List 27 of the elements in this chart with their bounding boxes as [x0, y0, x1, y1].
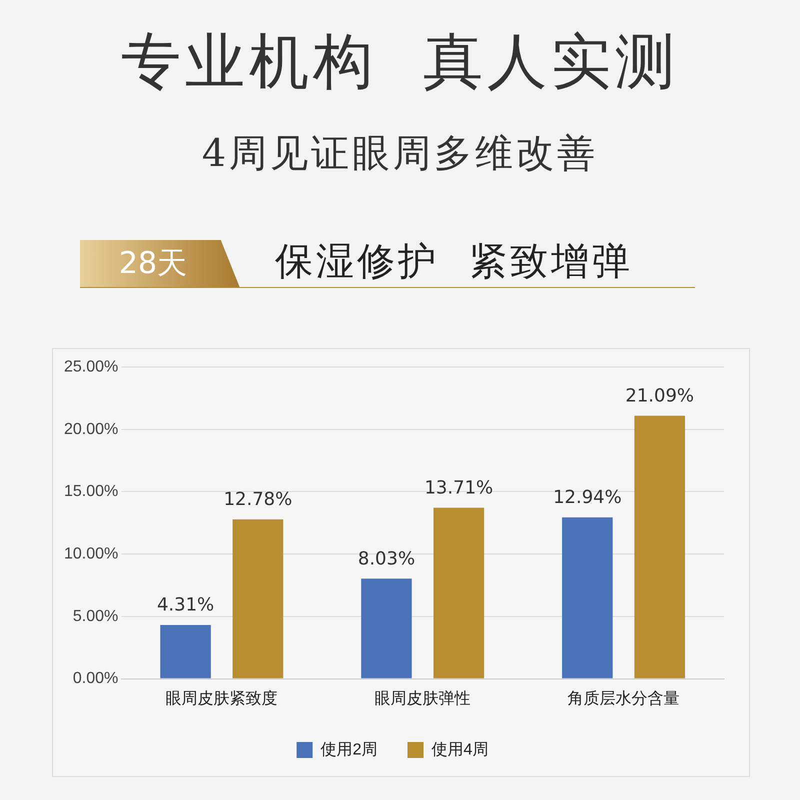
- x-tick-label: 眼周皮肤弹性: [374, 688, 471, 708]
- y-tick-label: 5.00%: [72, 608, 118, 625]
- y-tick-label: 25.00%: [64, 358, 118, 376]
- text: 28天: [80, 240, 240, 288]
- bar: [634, 416, 686, 678]
- x-tick-label: 角质层水分含量: [568, 688, 680, 708]
- data-label: 21.09%: [625, 385, 694, 406]
- data-label: 13.71%: [424, 477, 494, 498]
- y-tick-label: 10.00%: [64, 545, 118, 562]
- bar: [433, 508, 484, 678]
- text: 保湿修护 紧致增弹: [275, 238, 634, 285]
- y-tick-label: 15.00%: [64, 483, 118, 500]
- y-tick-label: 20.00%: [64, 420, 118, 438]
- legend-label: 使用4周: [432, 741, 488, 758]
- y-tick-label: 0.00%: [72, 670, 118, 688]
- bar: [562, 517, 613, 678]
- chart-title: 专业机构 真人实测: [120, 26, 680, 99]
- legend-label: 使用2周: [320, 741, 378, 758]
- bar: [232, 519, 284, 678]
- data-label: 12.78%: [224, 489, 292, 510]
- bar: [160, 625, 211, 678]
- data-label: 12.94%: [553, 487, 622, 508]
- data-label: 8.03%: [358, 548, 416, 570]
- data-label: 4.31%: [156, 594, 214, 616]
- bar: [361, 578, 412, 678]
- chart-subtitle: 4周见证眼周多维改善: [200, 130, 600, 177]
- x-tick-label: 眼周皮肤紧致度: [166, 688, 278, 708]
